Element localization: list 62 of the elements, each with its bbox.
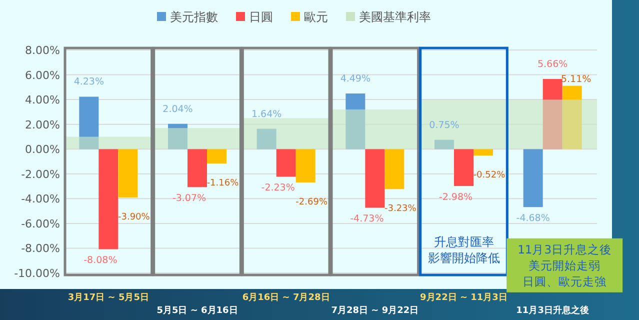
bar	[79, 96, 99, 150]
bar	[346, 93, 366, 150]
bar	[454, 149, 474, 186]
data-label: -8.08%	[84, 255, 118, 266]
x-tick-label: 9月22日 ~ 11月3日	[420, 292, 508, 303]
y-tick-label: 8.00%	[25, 44, 60, 57]
data-label: 5.66%	[537, 58, 568, 70]
bar	[365, 149, 385, 208]
bar	[64, 136, 153, 150]
bar	[296, 149, 316, 182]
bar	[384, 149, 404, 190]
bar	[242, 118, 330, 150]
legend-label: 美元指數	[170, 10, 218, 24]
data-label: -4.68%	[516, 213, 550, 224]
x-tick-label: 5月5日 ~ 6月16日	[156, 305, 238, 316]
y-tick-label: -2.00%	[21, 168, 60, 181]
y-tick-label: 0.00%	[25, 143, 60, 156]
data-label: -2.98%	[438, 192, 473, 204]
data-label: -1.16%	[206, 178, 240, 188]
bar	[118, 149, 138, 198]
bar	[98, 149, 118, 250]
bar	[474, 149, 493, 156]
data-label: -3.23%	[384, 204, 417, 214]
data-label: 5.11%	[560, 74, 592, 85]
legend-label: 歐元	[304, 10, 328, 24]
y-tick-label: 6.00%	[25, 68, 60, 82]
bar	[434, 140, 454, 150]
data-label: -3.07%	[172, 193, 206, 204]
data-label: -3.90%	[118, 212, 150, 222]
y-tick-label: 4.00%	[25, 94, 60, 107]
bar	[523, 149, 543, 208]
data-label: 1.64%	[251, 108, 282, 120]
bar	[276, 149, 296, 177]
bar	[330, 109, 420, 150]
annotation: 11月3日升息之後美元開始走弱日圓、歐元走強	[518, 242, 612, 288]
bar	[562, 86, 582, 150]
legend-label: 日圓	[249, 10, 273, 24]
x-tick-label: 3月17日 ~ 5月5日	[68, 292, 149, 303]
x-tick-label: 11月3日升息之後	[516, 305, 590, 316]
y-tick-label: -10.00%	[14, 267, 60, 280]
y-tick-label: -8.00%	[21, 242, 60, 256]
data-label: 2.04%	[162, 104, 193, 115]
bar	[256, 128, 276, 150]
annotation: 升息對匯率影響開始降低	[428, 234, 500, 265]
data-label: -4.73%	[350, 214, 384, 225]
data-label: 4.23%	[74, 76, 104, 88]
bar	[207, 149, 226, 164]
y-tick-label: -4.00%	[21, 192, 60, 206]
data-label: -2.23%	[261, 182, 295, 194]
bar	[168, 124, 188, 150]
bar	[188, 149, 207, 188]
data-label: -2.69%	[296, 197, 328, 208]
bar	[542, 78, 562, 150]
y-tick-label: -6.00%	[21, 217, 60, 230]
x-tick-label: 6月16日 ~ 7月28日	[242, 292, 330, 303]
data-label: -0.52%	[473, 170, 506, 181]
y-tick-label: 2.00%	[25, 118, 60, 132]
data-label: 4.49%	[340, 73, 371, 84]
x-tick-label: 7月28日 ~ 9月22日	[331, 305, 419, 316]
data-label: 0.75%	[429, 120, 460, 131]
legend-label: 美國基準利率	[359, 10, 431, 24]
bar	[508, 100, 597, 150]
